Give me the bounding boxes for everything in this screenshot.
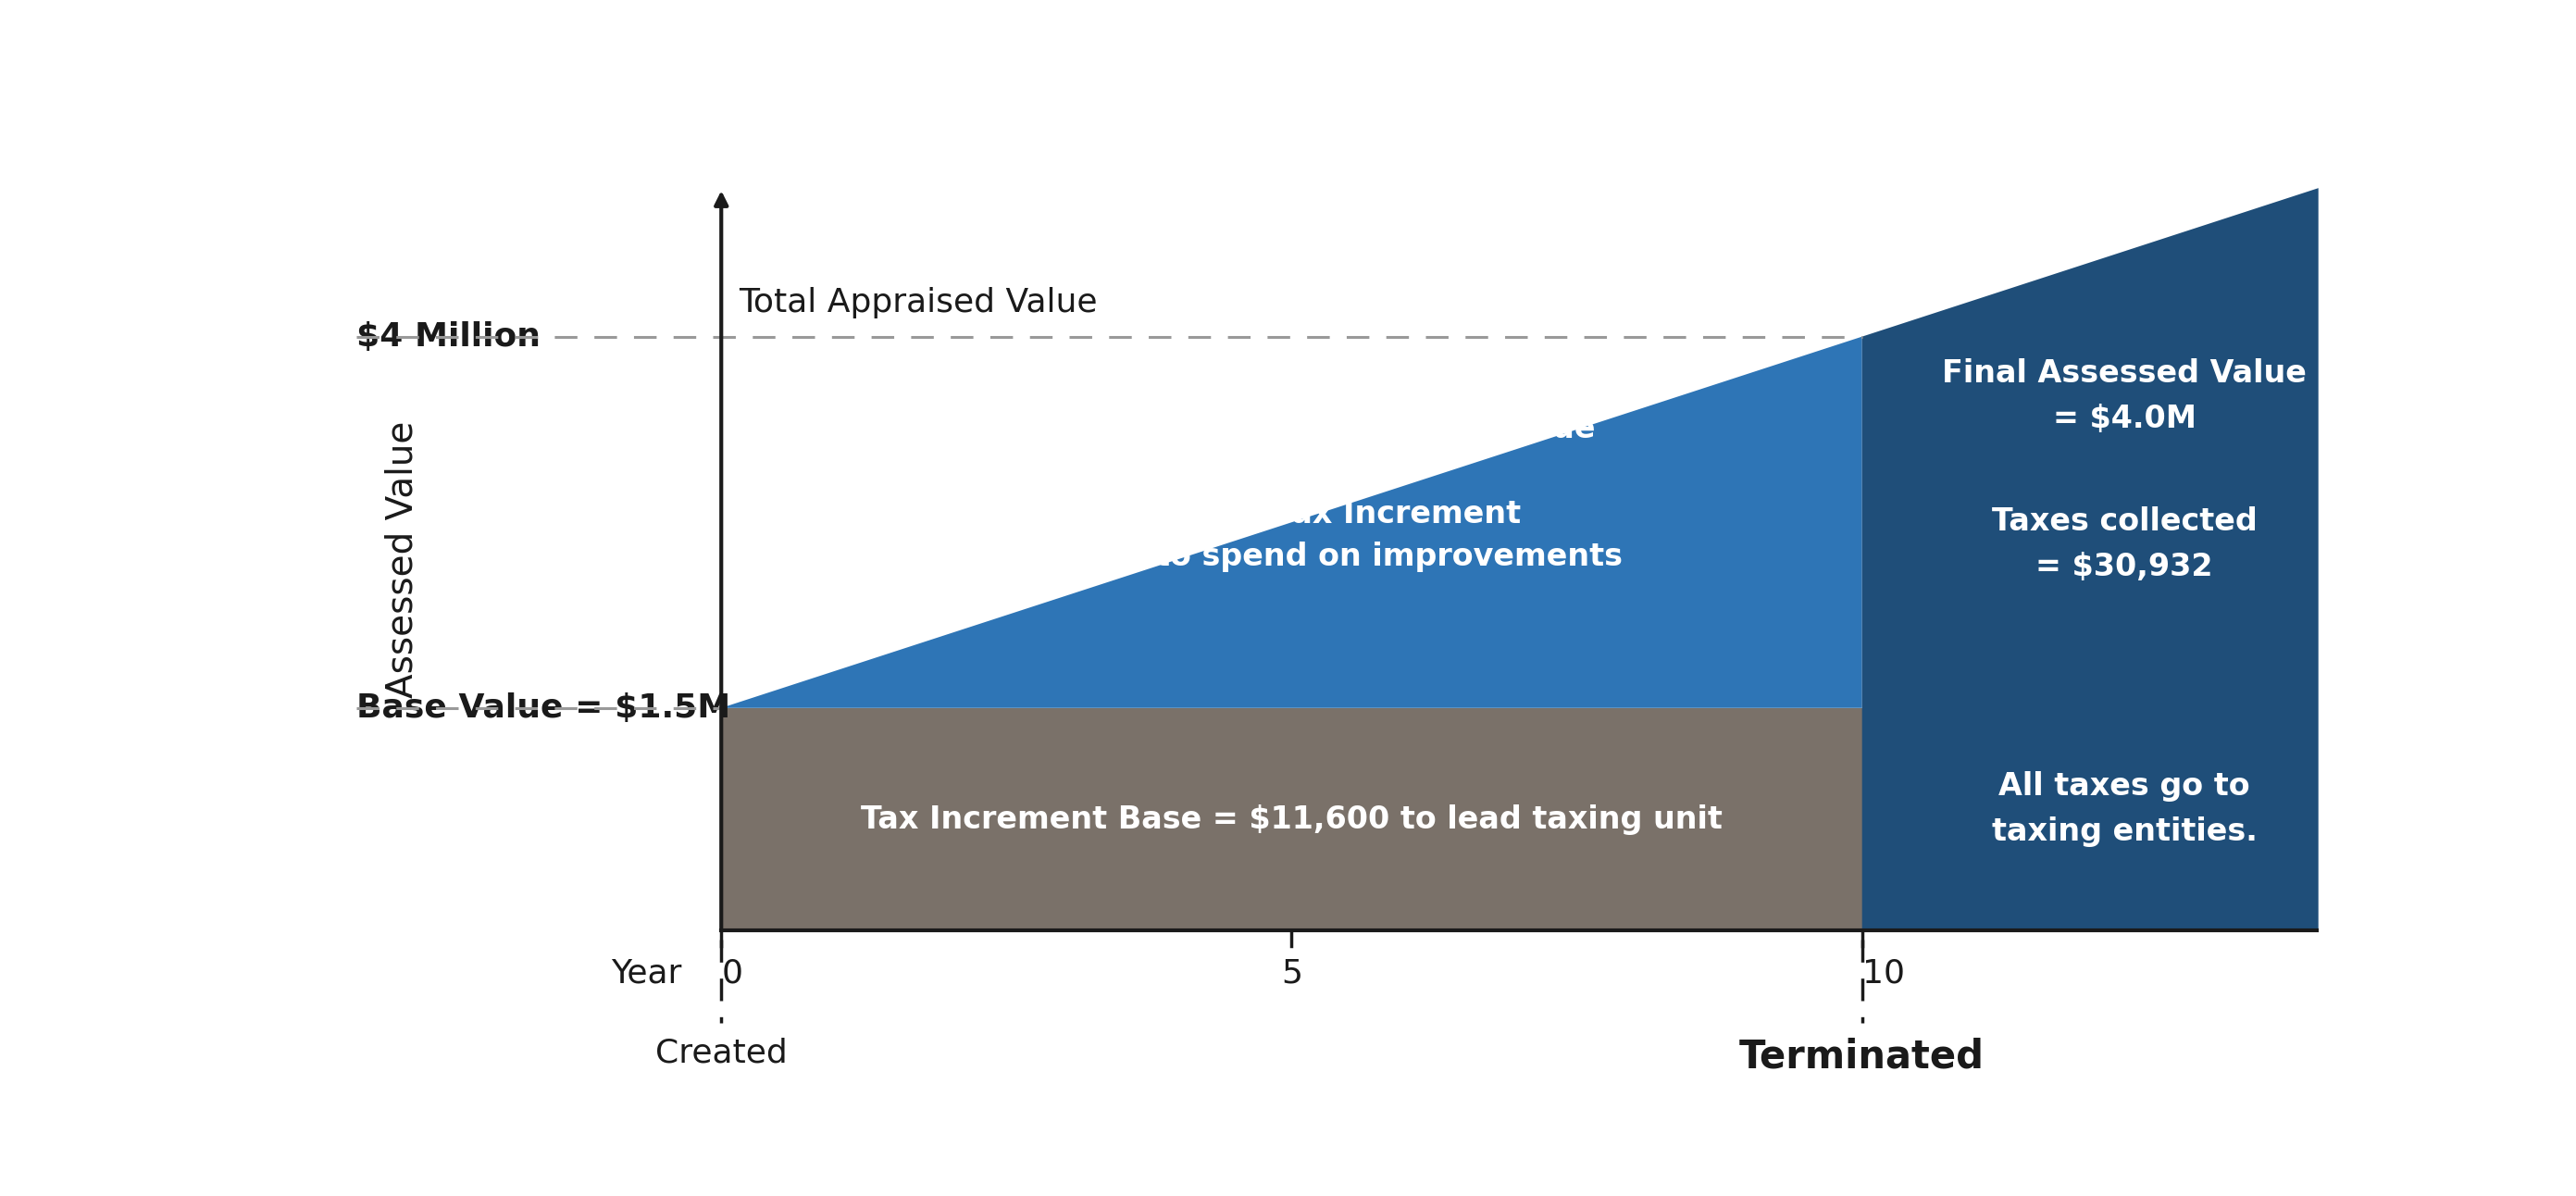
Text: Tax Increment Base = $11,600 to lead taxing unit: Tax Increment Base = $11,600 to lead tax… <box>860 804 1723 835</box>
Text: Terminated: Terminated <box>1739 1038 1984 1076</box>
Polygon shape <box>1862 188 2318 930</box>
Text: $4 Million: $4 Million <box>355 321 541 353</box>
Text: 0: 0 <box>721 958 742 989</box>
Text: Assessed Value: Assessed Value <box>384 421 420 698</box>
Text: Base Value = $1.5M: Base Value = $1.5M <box>355 692 732 724</box>
Text: Taxes collected
= $30,932: Taxes collected = $30,932 <box>1991 507 2257 582</box>
Text: Year: Year <box>611 958 680 989</box>
Text: All taxes go to
taxing entities.: All taxes go to taxing entities. <box>1991 771 2257 847</box>
Text: Created: Created <box>654 1038 788 1069</box>
Text: Captured Assessed Value

A 50% Tax Increment
to spend on improvements: Captured Assessed Value A 50% Tax Increm… <box>1154 414 1623 572</box>
Text: 10: 10 <box>1862 958 1904 989</box>
Text: Final Assessed Value
= $4.0M: Final Assessed Value = $4.0M <box>1942 359 2306 434</box>
Polygon shape <box>721 336 1862 708</box>
Text: Total Appraised Value: Total Appraised Value <box>739 287 1097 319</box>
Polygon shape <box>721 708 1862 930</box>
Text: 5: 5 <box>1280 958 1303 989</box>
